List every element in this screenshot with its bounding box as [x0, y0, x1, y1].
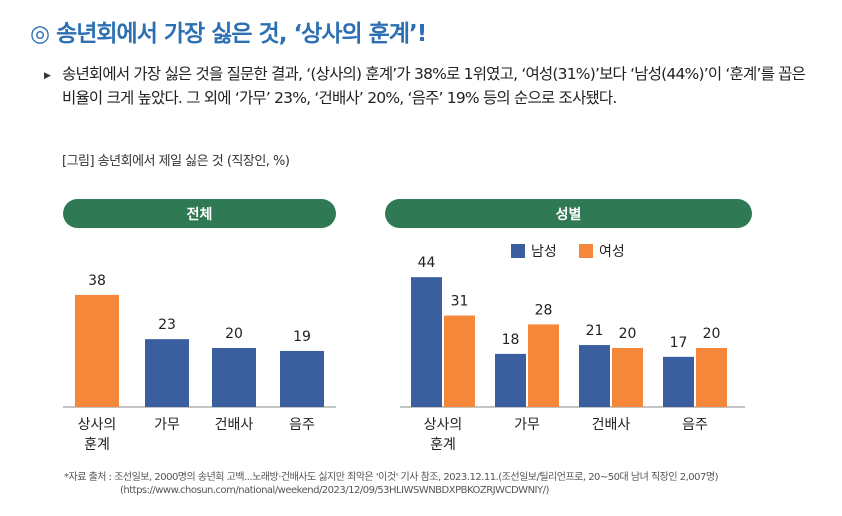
page-title: ◎ 송년회에서 가장 싫은 것, ‘상사의 훈계’! [30, 21, 427, 47]
source-note: *자료 출처 : 조선일보, 2000명의 송년회 고백...노래방·건배사도 … [64, 472, 719, 483]
bar-total [212, 348, 256, 407]
bullet-icon: ▶ [44, 71, 51, 81]
data-label: 20 [225, 326, 243, 342]
bar-male [579, 345, 610, 407]
bar-total [75, 294, 119, 407]
gender-chart-title: 성별 [556, 206, 582, 223]
category-label: 건배사 [592, 417, 631, 433]
data-label: 18 [502, 332, 520, 348]
data-label: 38 [88, 273, 106, 289]
data-label: 23 [158, 317, 176, 333]
data-label: 21 [586, 323, 604, 339]
source-url: (https://www.chosun.com/national/weekend… [120, 485, 549, 496]
category-label: 훈계 [84, 437, 110, 453]
bar-female [612, 348, 643, 407]
data-label: 28 [535, 302, 553, 318]
bar-female [528, 324, 559, 407]
data-label: 20 [619, 326, 637, 342]
total-chart-title: 전체 [187, 206, 213, 223]
legend-swatch-female [579, 244, 593, 258]
category-label: 음주 [682, 417, 708, 433]
category-label: 가무 [154, 417, 180, 433]
legend-swatch-male [511, 244, 525, 258]
legend-label: 남성 [531, 244, 557, 260]
bar-female [444, 315, 475, 407]
data-label: 20 [703, 326, 721, 342]
figure-caption: [그림] 송년회에서 제일 싫은 것 (직장인, %) [62, 154, 290, 169]
bar-male [495, 353, 526, 407]
bar-total [280, 350, 324, 407]
data-label: 31 [451, 294, 469, 310]
bar-female [696, 348, 727, 407]
legend-label: 여성 [599, 244, 625, 260]
category-label: 건배사 [215, 417, 254, 433]
data-label: 17 [670, 335, 688, 351]
bar-male [411, 277, 442, 407]
category-label: 상사의 [78, 417, 117, 433]
data-label: 44 [418, 255, 436, 271]
category-label: 훈계 [430, 437, 456, 453]
summary-paragraph: 송년회에서 가장 싫은 것을 질문한 결과, ‘(상사의) 훈계’가 38%로 … [62, 65, 806, 107]
bar-male [663, 356, 694, 407]
bar-total [145, 339, 189, 407]
total-chart-header [63, 199, 336, 228]
category-label: 가무 [514, 417, 540, 433]
data-label: 19 [293, 329, 311, 345]
category-label: 상사의 [424, 417, 463, 433]
gender-chart-header [385, 199, 752, 228]
category-label: 음주 [289, 417, 315, 433]
